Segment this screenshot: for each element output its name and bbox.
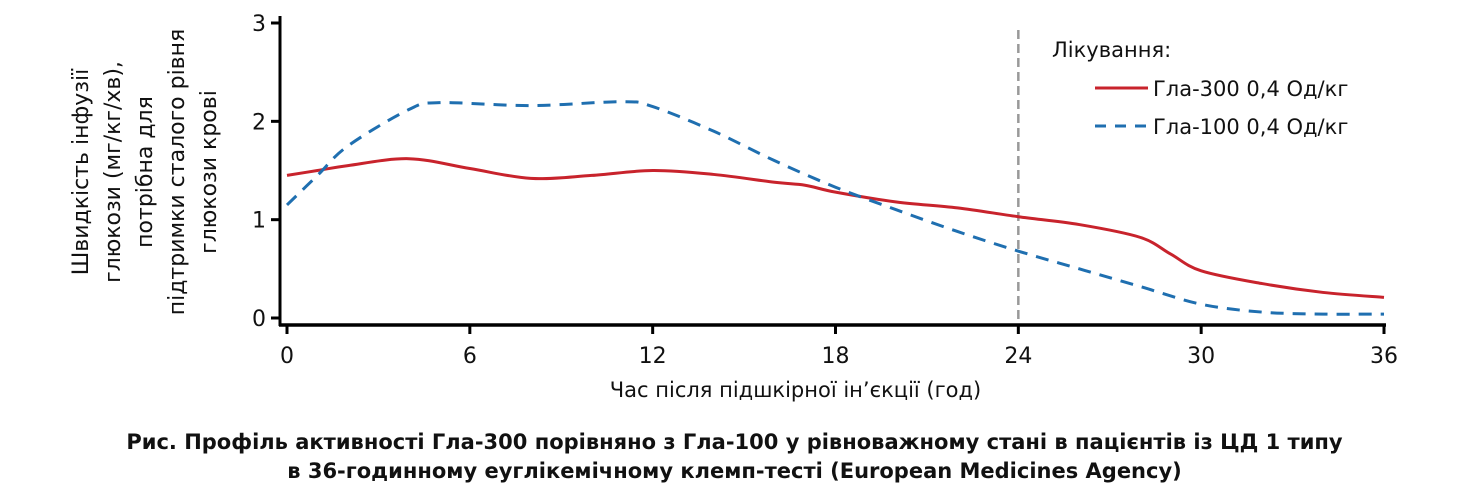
x-tick-label: 36 <box>1370 344 1398 369</box>
figure-caption: Рис. Профіль активності Гла-300 порівнян… <box>0 428 1469 486</box>
caption-line-2: в 36-годинному еуглікемічному клемп-тест… <box>287 459 1182 483</box>
y-tick-label: 2 <box>252 110 266 135</box>
x-axis-label: Час після підшкірної ін’єкції (год) <box>610 378 981 402</box>
series-line-1 <box>286 157 1385 299</box>
x-tick-label: 12 <box>639 344 667 369</box>
y-axis-label-line: підтримки сталого рівня <box>165 29 190 316</box>
x-tick-label: 30 <box>1187 344 1215 369</box>
y-axis-label-line: глюкози (мг/кг/хв), <box>101 61 126 283</box>
x-tick-label: 0 <box>280 344 294 369</box>
legend-label-1: Гла-300 0,4 Од/кг <box>1153 77 1348 101</box>
y-tick-label: 1 <box>252 209 266 234</box>
x-tick-label: 18 <box>822 344 850 369</box>
y-tick-label: 0 <box>252 307 266 332</box>
y-tick-label: 3 <box>252 12 266 37</box>
y-axis-label-line: Швидкість інфузії <box>69 68 94 275</box>
y-axis-label-line: глюкози крові <box>197 90 222 254</box>
x-tick-label: 6 <box>463 344 477 369</box>
series-line-2 <box>285 100 1385 316</box>
x-tick-label: 24 <box>1004 344 1032 369</box>
legend-label-2: Гла-100 0,4 Од/кг <box>1153 115 1348 139</box>
y-axis-label-line: потрібна для <box>133 96 158 248</box>
legend: Лікування: Гла-300 0,4 Од/кг Гла-100 0,4 О… <box>1052 38 1348 139</box>
legend-title: Лікування: <box>1052 38 1171 62</box>
caption-line-1: Рис. Профіль активності Гла-300 порівнян… <box>126 430 1343 454</box>
